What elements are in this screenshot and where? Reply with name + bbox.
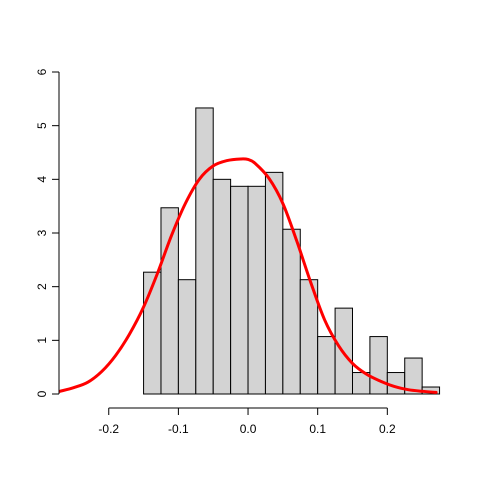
- y-tick-label: 6: [35, 68, 49, 75]
- x-tick-label: -0.1: [168, 422, 189, 436]
- density-curve: [58, 157, 438, 394]
- y-tick-label: 0: [35, 390, 49, 397]
- histogram-bar: [264, 171, 284, 395]
- histogram-bar: [177, 279, 197, 395]
- y-tick-label: 3: [35, 229, 49, 236]
- histogram-bar: [317, 336, 336, 395]
- histogram-bar: [212, 178, 232, 395]
- histogram-bar: [247, 185, 266, 395]
- y-tick-label: 5: [35, 122, 49, 129]
- x-tick-label: 0.1: [309, 422, 326, 436]
- histogram-bars: [143, 107, 441, 395]
- histogram-bar: [195, 107, 214, 395]
- histogram-bar: [404, 357, 423, 395]
- histogram-bar: [386, 372, 406, 395]
- histogram-bar: [230, 185, 249, 395]
- x-axis: -0.2 -0.1 0.0 0.1 0.2: [98, 407, 396, 436]
- y-tick-label: 2: [35, 283, 49, 290]
- histogram-bar: [160, 207, 179, 395]
- density-curve-layer: [58, 157, 438, 394]
- x-tick-label: 0.0: [240, 422, 257, 436]
- y-tick-label: 4: [35, 176, 49, 183]
- histogram-bar: [369, 336, 388, 395]
- x-tick-label: 0.2: [379, 422, 396, 436]
- histogram-bar: [282, 228, 301, 395]
- x-tick-label: -0.2: [98, 422, 119, 436]
- y-tick-label: 1: [35, 337, 49, 344]
- y-axis: 0 1 2 3 4 5 6: [35, 68, 60, 397]
